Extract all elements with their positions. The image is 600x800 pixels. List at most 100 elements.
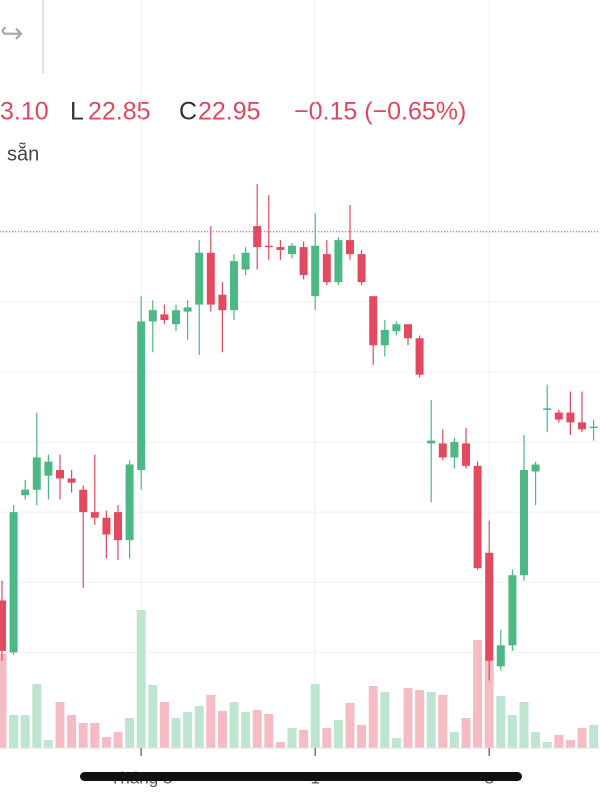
candle-body bbox=[21, 489, 30, 496]
candle-body bbox=[450, 442, 459, 458]
candle-body bbox=[206, 252, 215, 305]
candle-body bbox=[322, 254, 331, 283]
candle-body bbox=[566, 412, 575, 423]
volume-bar bbox=[449, 732, 459, 748]
candle-body bbox=[473, 465, 482, 569]
volume-bar bbox=[484, 658, 494, 748]
candle-body bbox=[114, 512, 122, 541]
volume-bar bbox=[217, 711, 227, 748]
volume-bar bbox=[20, 715, 30, 748]
candle-body bbox=[299, 247, 308, 276]
volume-bar bbox=[391, 738, 401, 748]
low-value: 22.85 bbox=[88, 98, 151, 126]
candle-body bbox=[334, 240, 343, 283]
candle-body bbox=[230, 261, 238, 311]
volume-bar bbox=[531, 732, 541, 748]
close-value: 22.95 bbox=[198, 98, 261, 126]
candle-body bbox=[148, 310, 157, 322]
candle-body bbox=[183, 307, 192, 312]
candle-body bbox=[125, 464, 134, 541]
candle-body bbox=[369, 296, 378, 346]
candle-body bbox=[520, 470, 528, 576]
volume-bar bbox=[0, 654, 7, 748]
volume-bar bbox=[101, 737, 111, 748]
volume-bar bbox=[183, 712, 193, 748]
candle-body bbox=[102, 517, 111, 535]
candle-body bbox=[508, 575, 517, 646]
redo-icon[interactable]: ↪ bbox=[0, 17, 23, 48]
home-indicator bbox=[80, 772, 522, 781]
candle-body bbox=[357, 254, 366, 283]
candle-body bbox=[427, 440, 436, 444]
high-value: 3.10 bbox=[0, 98, 49, 126]
volume-bar bbox=[507, 715, 517, 748]
volume-bar bbox=[264, 714, 274, 748]
volume-bar bbox=[90, 723, 100, 748]
candle-body bbox=[589, 426, 598, 429]
candle-body bbox=[253, 226, 262, 248]
candle-body bbox=[392, 324, 401, 332]
volume-bar bbox=[67, 715, 77, 748]
volume-bar bbox=[148, 685, 158, 748]
volume-bar bbox=[542, 742, 552, 748]
candle-body bbox=[415, 338, 424, 375]
volume-bar bbox=[136, 610, 146, 748]
candle-body bbox=[0, 600, 6, 651]
volume-bar bbox=[473, 640, 483, 748]
volume-bar bbox=[333, 720, 343, 748]
volume-bar bbox=[322, 728, 332, 748]
volume-bar bbox=[461, 718, 471, 748]
candle-body bbox=[531, 464, 540, 472]
candle-body bbox=[404, 324, 412, 339]
candle-body bbox=[462, 443, 470, 466]
volume-bar bbox=[113, 732, 123, 748]
volume-bar bbox=[589, 725, 599, 748]
volume-bar bbox=[345, 703, 355, 748]
candle-body bbox=[578, 422, 586, 430]
candle-body bbox=[485, 552, 494, 661]
candle-body bbox=[543, 408, 552, 410]
volume-bar bbox=[519, 702, 529, 748]
candle-body bbox=[44, 461, 53, 476]
volume-bar bbox=[415, 690, 425, 748]
volume-bar bbox=[380, 692, 390, 748]
ohlc-header: 3.10 L 22.85 C 22.95 −0.15 (−0.65%) sẵn bbox=[0, 98, 466, 166]
close-label: C bbox=[179, 98, 197, 126]
volume-bar bbox=[577, 728, 587, 748]
volume-bar bbox=[78, 723, 88, 748]
volume-bar bbox=[125, 718, 135, 748]
candle-body bbox=[554, 412, 563, 420]
change-value: −0.15 (−0.65%) bbox=[294, 98, 466, 126]
candle-body bbox=[137, 321, 146, 471]
volume-bar bbox=[252, 710, 262, 748]
candle-body bbox=[241, 252, 250, 270]
volume-bar bbox=[55, 702, 65, 748]
candle-body bbox=[218, 294, 227, 311]
volume-bar bbox=[159, 702, 169, 748]
candle-body bbox=[9, 512, 18, 653]
candle-body bbox=[264, 245, 273, 248]
volume-bar bbox=[194, 706, 204, 748]
volume-bar bbox=[368, 686, 378, 748]
volume-bar bbox=[403, 688, 413, 748]
volume-bar bbox=[310, 684, 320, 748]
status-text: sẵn bbox=[7, 142, 39, 165]
volume-bar bbox=[275, 742, 285, 748]
candle-body bbox=[380, 329, 389, 346]
candle-body bbox=[172, 310, 180, 325]
low-label: L bbox=[70, 98, 84, 126]
candle-body bbox=[496, 645, 505, 667]
volume-bar bbox=[287, 728, 297, 748]
volume-bar bbox=[32, 684, 42, 748]
volume-bar bbox=[43, 740, 53, 748]
volume-bar bbox=[496, 696, 506, 748]
volume-bar bbox=[241, 712, 251, 748]
candle-body bbox=[276, 247, 285, 250]
candle-body bbox=[160, 314, 169, 321]
candle-body bbox=[195, 252, 204, 305]
volume-bar bbox=[554, 735, 564, 748]
candle-body bbox=[32, 457, 41, 490]
